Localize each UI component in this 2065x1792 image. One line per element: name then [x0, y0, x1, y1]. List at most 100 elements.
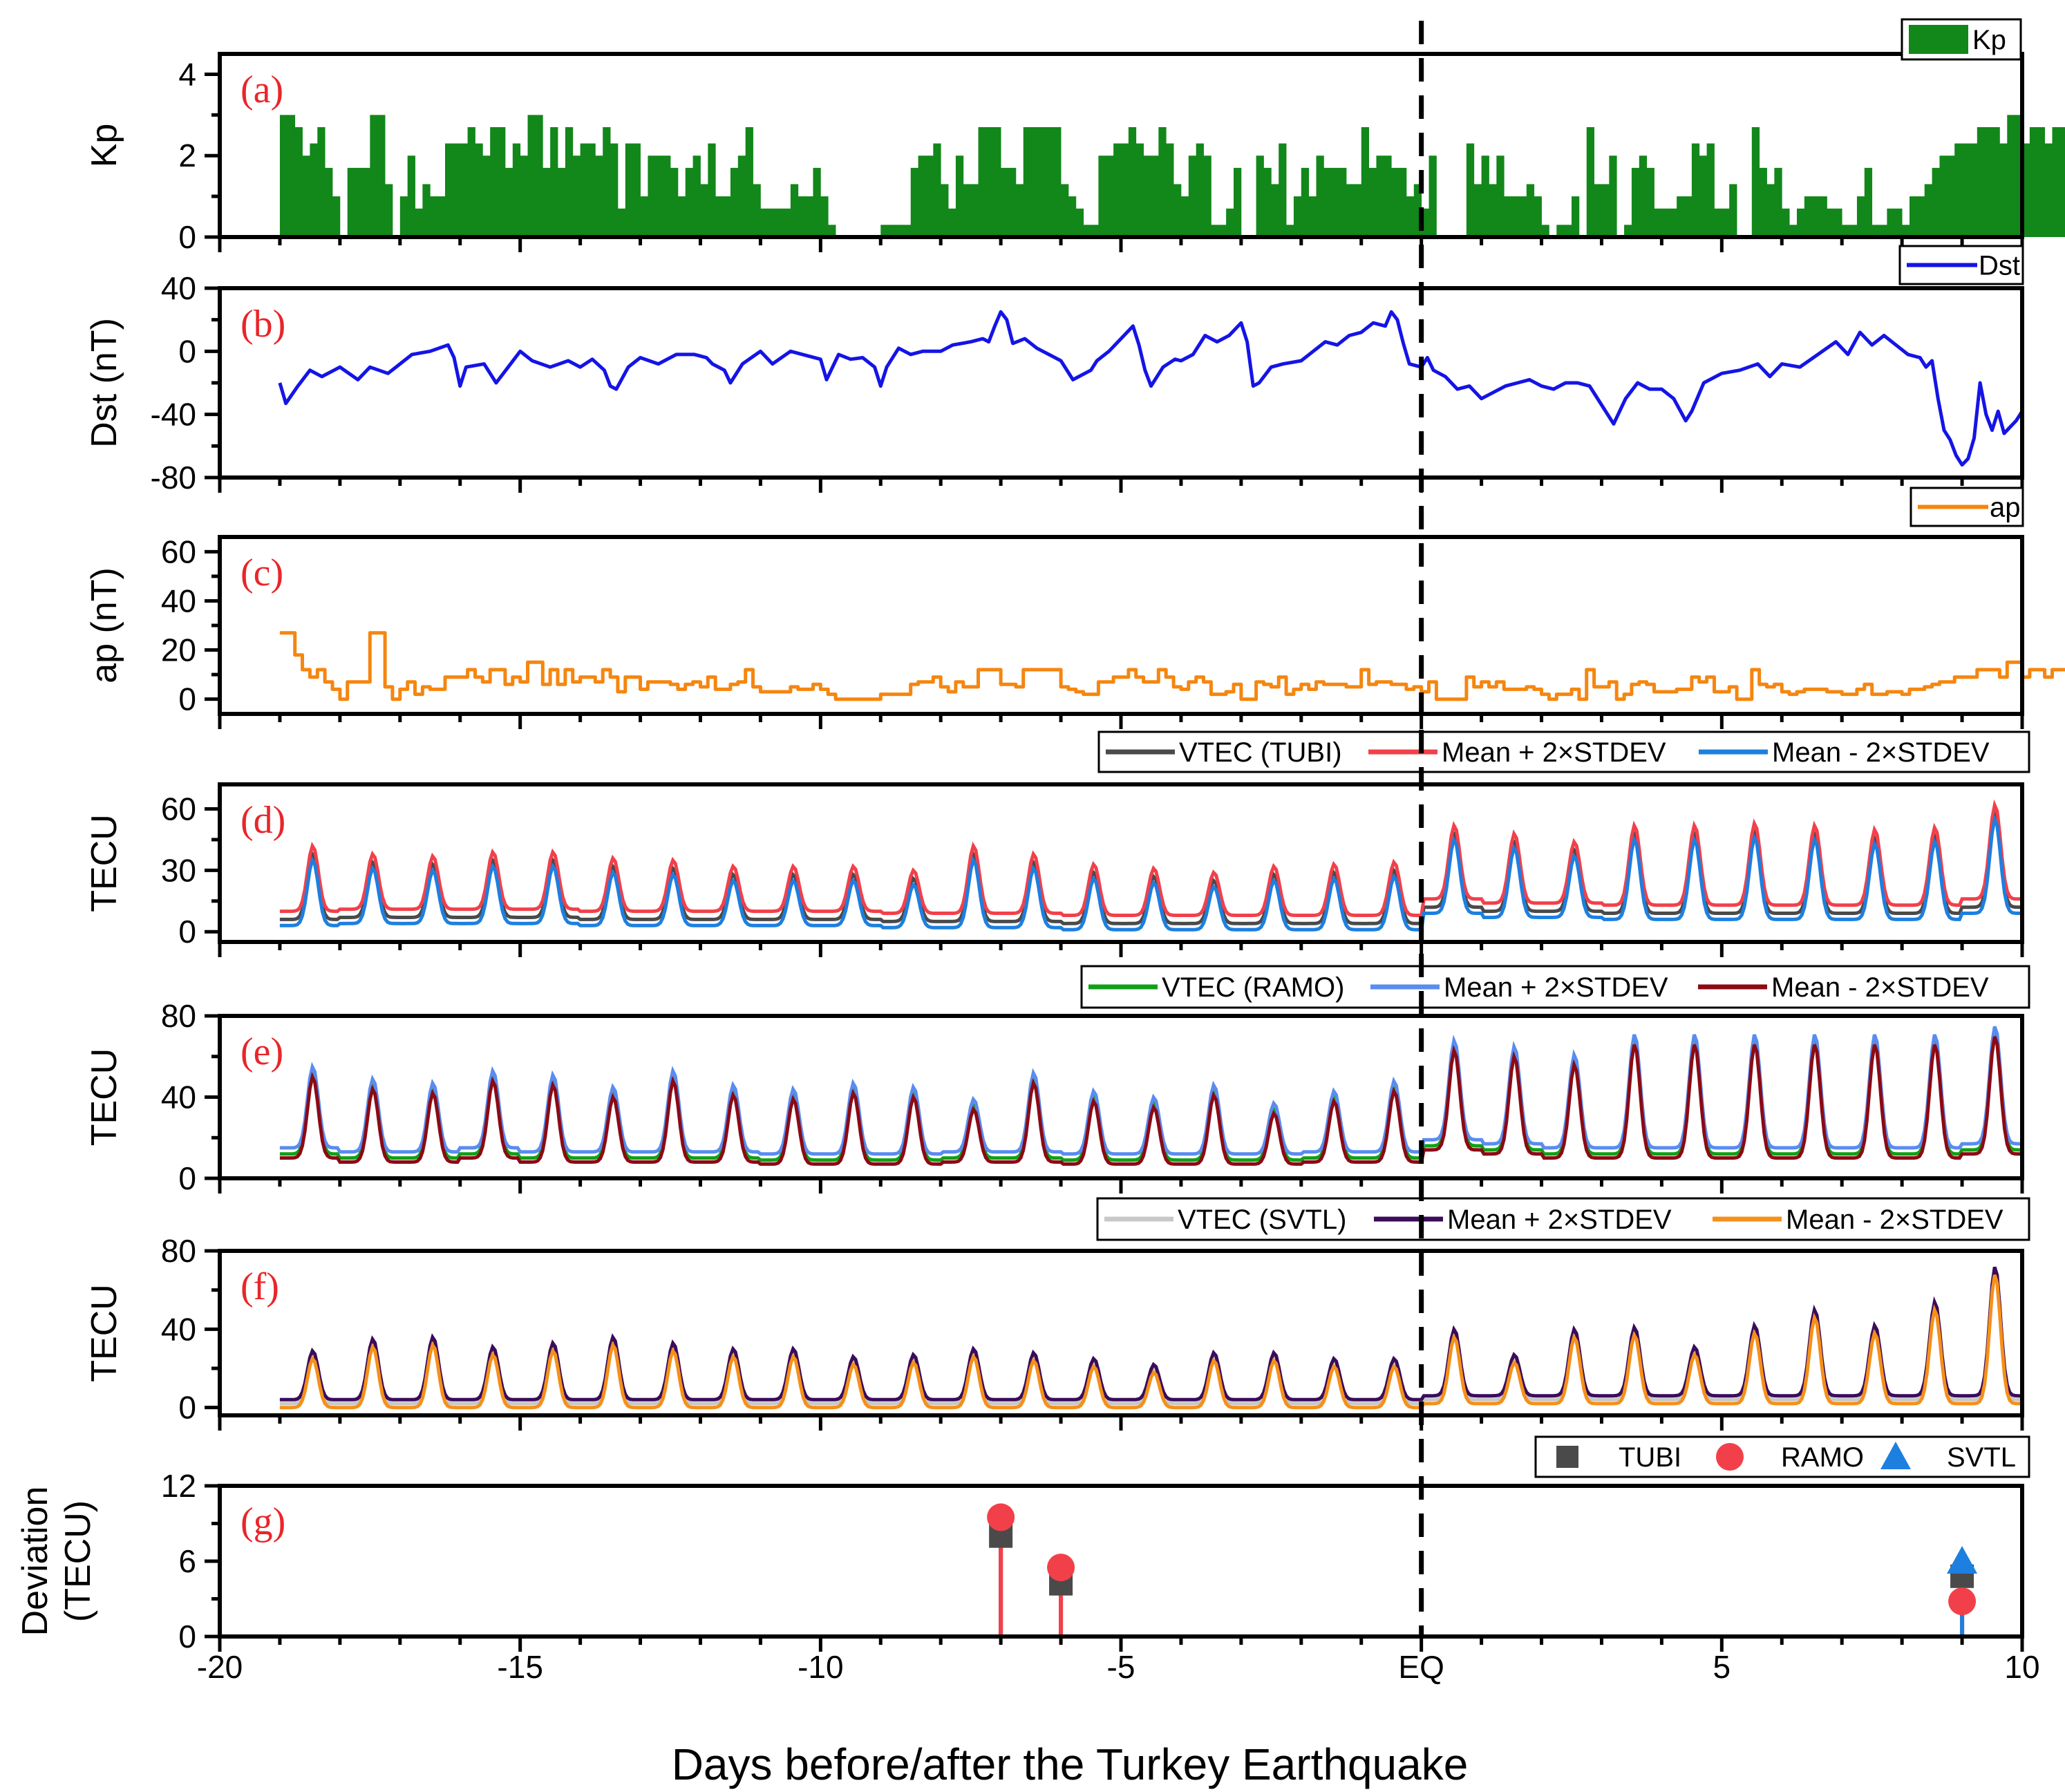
kp-bar [1819, 196, 1827, 237]
kp-bar [1053, 127, 1062, 237]
kp-bar [820, 196, 829, 237]
legend: VTEC (RAMO) Mean + 2×STDEV Mean - 2×STDEV [1080, 965, 2030, 1009]
kp-bar [1969, 143, 1978, 237]
kp-bar [1421, 208, 1429, 237]
kp-bar [385, 184, 393, 237]
kp-bar [978, 127, 986, 237]
panel-letter: (b) [241, 303, 285, 346]
kp-bar [445, 143, 453, 237]
kp-bar [1766, 184, 1775, 237]
kp-bar [1504, 196, 1512, 237]
plot-area [279, 115, 2065, 237]
panel-letter: (f) [241, 1265, 279, 1308]
plot-area [279, 1026, 2022, 1166]
kp-bar [377, 115, 386, 237]
kp-bar [1691, 143, 1700, 237]
svtl-marker [1947, 1546, 1978, 1574]
legend-label: Mean - 2×STDEV [1772, 737, 1990, 768]
kp-bar [1916, 196, 1925, 237]
y-tick-label: -80 [151, 460, 196, 496]
plot-area [278, 310, 2024, 467]
kp-bar [595, 155, 603, 237]
kp-bar [415, 208, 423, 237]
kp-bar [1541, 225, 1549, 237]
kp-bar [580, 143, 588, 237]
kp-bar [700, 184, 708, 237]
kp-bar [1797, 208, 1805, 237]
kp-bar [910, 167, 918, 237]
kp-bar [452, 143, 461, 237]
kp-bar [737, 155, 746, 237]
kp-bar [1759, 167, 1767, 237]
kp-bar [1572, 196, 1580, 237]
kp-bar [1279, 143, 1287, 237]
kp-bar [1751, 127, 1760, 237]
y-tick-label: 80 [161, 1233, 196, 1269]
y-tick-label: 0 [178, 333, 196, 369]
y-tick-label: 12 [161, 1468, 196, 1504]
kp-bar [1564, 225, 1572, 237]
kp-bar [1594, 184, 1602, 237]
kp-bar [302, 155, 310, 237]
kp-bar [460, 143, 468, 237]
kp-bar [677, 196, 686, 237]
kp-bar [1308, 196, 1317, 237]
kp-bar [1158, 127, 1167, 237]
y-tick-label: 0 [178, 219, 196, 255]
kp-bar [1196, 143, 1204, 237]
panel-letter: (c) [241, 551, 283, 594]
kp-bar [1924, 184, 1932, 237]
kp-bar [287, 115, 296, 237]
kp-bar [745, 127, 753, 237]
kp-bar [2044, 143, 2053, 237]
legend-box [1097, 730, 2030, 773]
kp-bar [1466, 143, 1475, 237]
kp-bar [1677, 196, 1685, 237]
kp-bar [1714, 208, 1722, 237]
kp-bar [1023, 127, 1031, 237]
panel-f: 0 40 80 TECU (f) VTEC (SVTL) Mean + 2×STDEV Mea… [84, 1197, 2030, 1431]
lower-bound-line [279, 1274, 2022, 1410]
kp-bar [1661, 208, 1670, 237]
kp-bar [925, 155, 934, 237]
x-tick-label: 5 [1713, 1649, 1731, 1685]
kp-bar [527, 115, 536, 237]
kp-bar [768, 208, 776, 237]
kp-bar [332, 196, 341, 237]
kp-bar [760, 208, 769, 237]
kp-bar [685, 167, 693, 237]
kp-bar [1856, 196, 1865, 237]
kp-bar [558, 167, 566, 237]
kp-bar [1384, 155, 1392, 237]
x-tick-label: 10 [2004, 1649, 2039, 1685]
kp-bar [399, 196, 408, 237]
kp-bar [1316, 155, 1324, 237]
kp-bar [632, 143, 641, 237]
legend-swatch [1909, 25, 1968, 54]
kp-bar [2007, 115, 2015, 237]
kp-bar [603, 127, 611, 237]
kp-bar [715, 196, 724, 237]
kp-bar [347, 167, 355, 237]
kp-bar [986, 127, 994, 237]
kp-bar [1849, 225, 1858, 237]
y-axis-label: Dst (nT) [84, 318, 124, 448]
y-tick-label: 40 [161, 270, 196, 306]
kp-bar [1939, 155, 1948, 237]
kp-bar [437, 196, 446, 237]
kp-bar [1339, 167, 1347, 237]
kp-bar [1962, 143, 1970, 237]
legend-marker [1556, 1446, 1578, 1468]
x-axis-label: Days before/after the Turkey Earthquake [672, 1739, 1469, 1789]
kp-bar [1871, 225, 1880, 237]
y-axis: 0 40 80 [161, 1233, 220, 1426]
legend-marker [1880, 1442, 1911, 1469]
legend-box [1096, 1197, 2030, 1241]
kp-bar [896, 225, 904, 237]
kp-bar [362, 167, 370, 237]
kp-bar [1947, 155, 1955, 237]
kp-bar [1091, 225, 1099, 237]
legend-label: Mean - 2×STDEV [1771, 972, 1989, 1003]
